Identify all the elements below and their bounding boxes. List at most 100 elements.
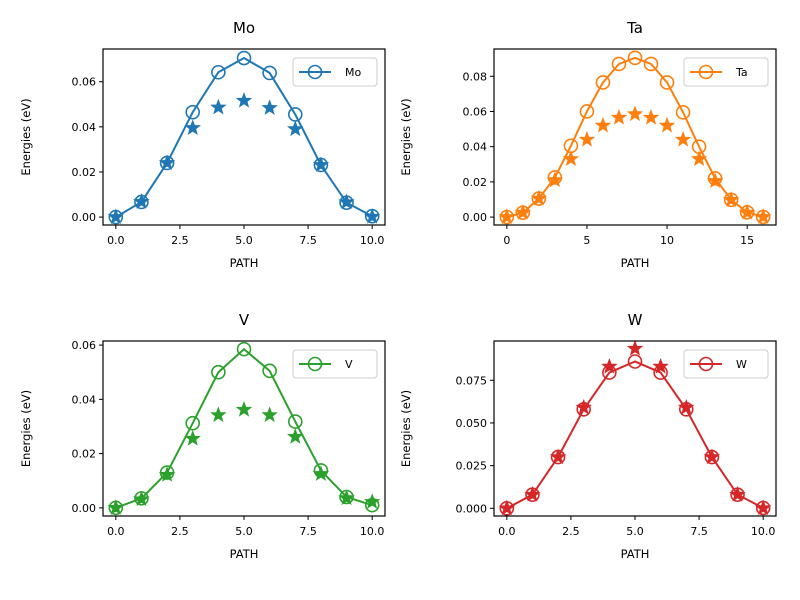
circle-point	[313, 463, 329, 478]
x-tick-label: 10.0	[360, 525, 385, 538]
legend: Mo	[292, 57, 378, 87]
circle-point	[339, 489, 354, 505]
y-tick-label: 0.06	[463, 105, 488, 118]
x-tick-label: 5.0	[235, 234, 253, 247]
circle-point	[515, 205, 531, 220]
subplot-mo: Mo 0.0 2.5 5.0 7.5 10.0 0.00 0.02 0.04 0.06 PATH En…	[19, 19, 386, 270]
x-tick-label: 5.0	[235, 525, 253, 538]
y-tick-label: 0.00	[72, 211, 97, 224]
y-tick-label: 0.025	[456, 460, 488, 473]
star-point	[594, 116, 612, 133]
circle-point	[755, 500, 771, 516]
y-tick-label: 0.04	[72, 121, 97, 134]
series-line	[506, 56, 764, 219]
plot-frame	[102, 48, 386, 226]
plot-frame	[493, 48, 777, 226]
star-point	[261, 406, 278, 423]
circle-point	[236, 341, 252, 357]
x-tick-label: 7.5	[299, 234, 317, 247]
legend-marker	[698, 64, 714, 80]
y-tick-label: 0.000	[456, 502, 488, 515]
legend-label: W	[736, 358, 747, 371]
circle-point	[211, 64, 226, 80]
circle-point	[755, 209, 771, 225]
chart-title: Mo	[233, 19, 255, 37]
y-tick-label: 0.04	[72, 393, 97, 406]
plot-frame	[493, 340, 777, 517]
x-tick-label: 7.5	[299, 525, 317, 538]
series-line	[115, 56, 373, 218]
y-tick-label: 0.04	[463, 141, 488, 154]
x-tick-label: 2.5	[562, 525, 580, 538]
circle-point	[364, 208, 380, 224]
x-tick-label: 5	[583, 234, 590, 247]
legend: V	[292, 349, 378, 379]
circle-point	[159, 155, 175, 171]
circle-point	[525, 487, 540, 502]
star-point	[261, 99, 278, 115]
star-point	[158, 466, 176, 482]
x-tick-label: 0.0	[498, 525, 516, 538]
circle-point	[236, 50, 252, 66]
circle-point	[730, 487, 745, 502]
x-tick-label: 0.0	[107, 525, 125, 538]
x-tick-label: 2.5	[171, 525, 189, 538]
legend-marker	[307, 356, 323, 372]
star-point	[674, 130, 692, 147]
circle-point	[531, 191, 547, 206]
x-tick-label: 10	[660, 234, 674, 247]
circle-point	[159, 465, 175, 480]
circle-point	[211, 364, 226, 380]
star-point	[287, 428, 304, 444]
circle-point	[707, 171, 723, 186]
circle-point	[108, 500, 124, 516]
y-tick-label: 0.06	[72, 76, 97, 89]
circle-point	[595, 75, 611, 90]
x-tick-label: 0	[503, 234, 510, 247]
circle-point	[563, 138, 579, 154]
x-tick-label: 15	[740, 234, 754, 247]
circle-point	[499, 501, 515, 516]
circle-point	[287, 107, 303, 122]
star-point	[235, 400, 253, 417]
circle-point	[723, 192, 739, 208]
x-tick-label: 10.0	[751, 525, 776, 538]
circle-point	[576, 401, 592, 417]
legend-marker	[307, 64, 323, 80]
legend: W	[683, 349, 769, 379]
chart-title: V	[239, 311, 250, 329]
x-tick-label: 2.5	[171, 234, 189, 247]
y-tick-label: 0.06	[72, 339, 97, 352]
circle-point	[579, 104, 595, 119]
y-axis-label: Energies (eV)	[19, 98, 33, 175]
y-tick-label: 0.02	[72, 166, 97, 179]
circle-point	[364, 497, 380, 513]
circle-point	[653, 365, 668, 380]
series-line	[506, 360, 764, 510]
circle-point	[659, 75, 675, 90]
circle-point	[678, 401, 694, 417]
chart-title: Ta	[626, 19, 643, 37]
circle-point	[108, 209, 124, 225]
circle-point	[675, 105, 691, 120]
star-point	[184, 119, 201, 135]
y-tick-label: 0.075	[456, 374, 488, 387]
x-tick-label: 7.5	[690, 525, 708, 538]
circle-point	[262, 363, 277, 379]
y-tick-label: 0.02	[463, 176, 488, 189]
legend-label: V	[345, 358, 353, 371]
x-tick-label: 0.0	[107, 234, 125, 247]
series-line	[115, 347, 373, 509]
star-point	[210, 406, 227, 423]
y-axis-label: Energies (eV)	[19, 390, 33, 467]
x-axis-label: PATH	[230, 547, 259, 561]
circle-point	[339, 195, 354, 210]
circle-point	[185, 415, 201, 431]
circle-point	[287, 414, 303, 429]
circle-point	[602, 365, 617, 380]
subplot-v: V 0.0 2.5 5.0 7.5 10.0 0.00 0.02 0.04 0.06 PATH Ene…	[19, 311, 386, 561]
circle-point	[643, 56, 659, 72]
subplot-ta: Ta 0 5 10 15 0.00 0.02 0.04 0.06 0.08 PATH Energies…	[399, 19, 777, 270]
circle-point	[185, 104, 201, 120]
